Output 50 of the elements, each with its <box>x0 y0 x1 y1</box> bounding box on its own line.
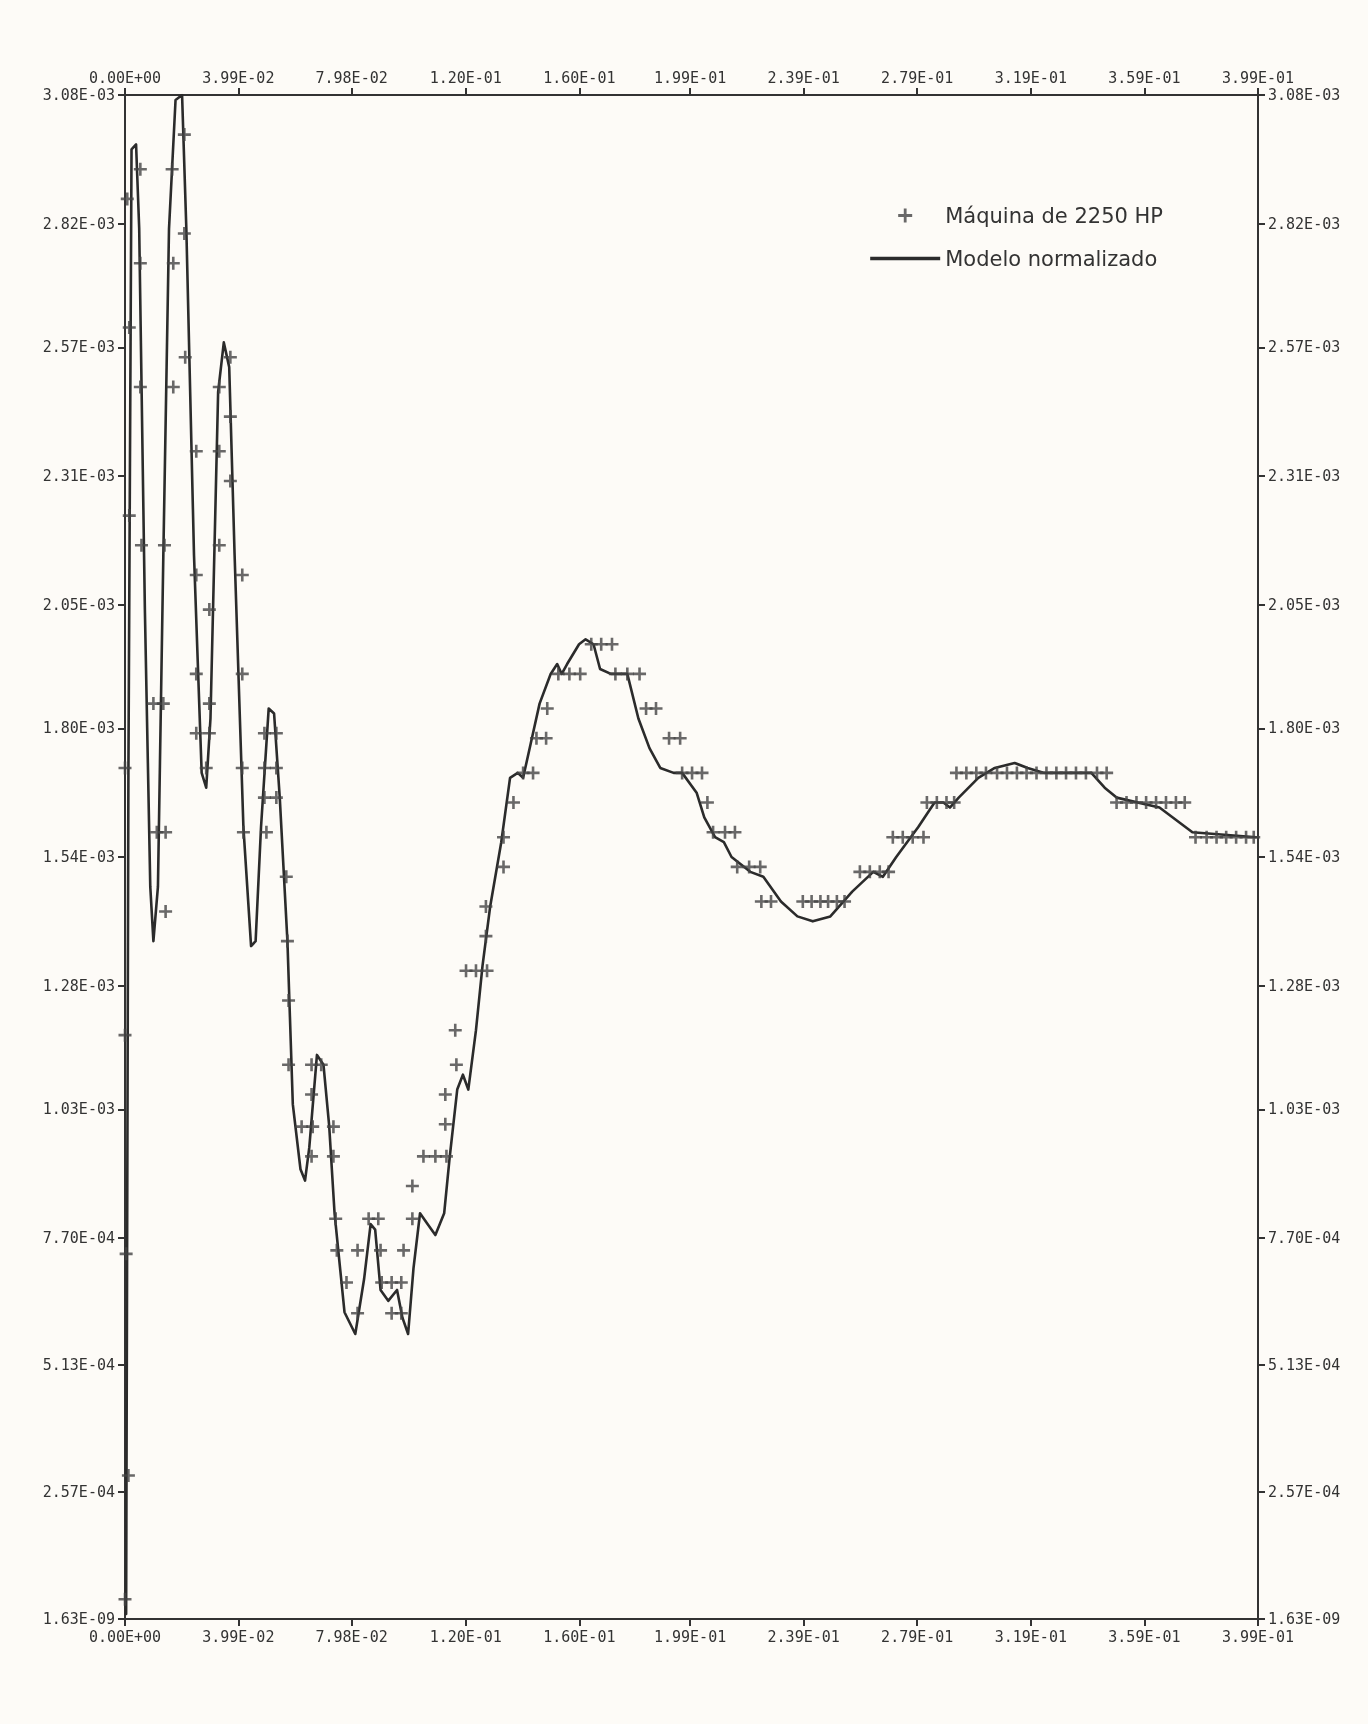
y2-tick-label: 2.31E-03 <box>1268 467 1341 485</box>
x-tick-label: 3.59E-01 <box>1108 1627 1181 1646</box>
x-tick-label: 1.60E-01 <box>543 1627 616 1646</box>
y-tick-label: 2.31E-03 <box>42 467 115 485</box>
x-tick-label: 0.00E+00 <box>88 1627 162 1646</box>
y2-tick-label: 5.13E-04 <box>1268 1356 1341 1375</box>
y-tick-label: 1.28E-03 <box>42 976 115 995</box>
x2-tick-label: 7.98E-02 <box>315 68 388 87</box>
x2-tick-label: 1.99E-01 <box>653 68 727 87</box>
y2-tick-label: 1.80E-03 <box>1268 719 1341 738</box>
x2-tick-label: 3.59E-01 <box>1108 68 1181 87</box>
x-tick-label: 2.79E-01 <box>881 1627 954 1646</box>
y-tick-label: 7.70E-04 <box>42 1229 115 1247</box>
y-tick-label: 1.54E-03 <box>42 848 115 866</box>
y-tick-label: 1.63E-09 <box>42 1610 115 1628</box>
x2-tick-label: 1.60E-01 <box>543 68 616 87</box>
x2-tick-label: 3.19E-01 <box>994 68 1067 87</box>
y2-tick-label: 2.05E-03 <box>1268 595 1341 614</box>
y-tick-label: 2.57E-03 <box>42 338 115 357</box>
x2-tick-label: 1.20E-01 <box>429 68 502 87</box>
y2-tick-label: 2.57E-04 <box>1268 1482 1341 1501</box>
x2-tick-label: 2.79E-01 <box>881 68 954 87</box>
x-tick-label: 2.39E-01 <box>767 1627 840 1646</box>
y-tick-label: 3.08E-03 <box>42 86 115 104</box>
x-tick-label: 1.20E-01 <box>429 1627 502 1646</box>
x-tick-label: 3.99E-02 <box>202 1627 275 1646</box>
y-tick-label: 2.57E-04 <box>42 1482 115 1501</box>
legend-label: Máquina de 2250 HP <box>945 203 1164 228</box>
y2-tick-label: 7.70E-04 <box>1268 1229 1341 1247</box>
y-tick-label: 2.05E-03 <box>42 595 115 614</box>
y-tick-label: 1.80E-03 <box>42 719 115 738</box>
y2-tick-label: 1.54E-03 <box>1268 848 1341 866</box>
y-tick-label: 1.03E-03 <box>42 1100 115 1119</box>
y2-tick-label: 1.28E-03 <box>1268 976 1341 995</box>
x2-tick-label: 0.00E+00 <box>88 68 162 87</box>
x-tick-label: 7.98E-02 <box>315 1627 388 1646</box>
y2-tick-label: 2.57E-03 <box>1268 338 1341 357</box>
y2-tick-label: 3.08E-03 <box>1268 86 1341 104</box>
x-tick-label: 3.19E-01 <box>994 1627 1067 1646</box>
y-tick-label: 2.82E-03 <box>42 214 115 233</box>
x-tick-label: 1.99E-01 <box>653 1627 727 1646</box>
x2-tick-label: 2.39E-01 <box>767 68 840 87</box>
legend-label: Modelo normalizado <box>945 246 1158 271</box>
y2-tick-label: 1.03E-03 <box>1268 1100 1341 1119</box>
x-tick-label: 3.99E-01 <box>1221 1627 1295 1646</box>
x2-tick-label: 3.99E-02 <box>202 68 275 87</box>
y2-tick-label: 2.82E-03 <box>1268 214 1341 233</box>
y2-tick-label: 1.63E-09 <box>1268 1610 1341 1628</box>
x2-tick-label: 3.99E-01 <box>1221 68 1295 87</box>
y-tick-label: 5.13E-04 <box>42 1356 115 1375</box>
